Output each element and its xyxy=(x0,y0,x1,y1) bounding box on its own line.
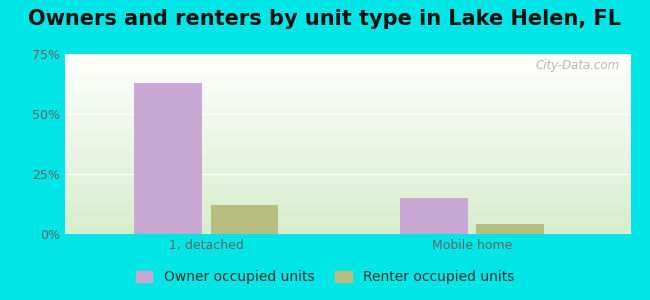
Bar xyxy=(400,198,468,234)
Bar xyxy=(211,205,278,234)
Text: Owners and renters by unit type in Lake Helen, FL: Owners and renters by unit type in Lake … xyxy=(29,9,621,29)
Text: City-Data.com: City-Data.com xyxy=(535,59,619,72)
Legend: Owner occupied units, Renter occupied units: Owner occupied units, Renter occupied un… xyxy=(130,265,520,290)
Bar xyxy=(135,83,202,234)
Bar xyxy=(476,224,544,234)
